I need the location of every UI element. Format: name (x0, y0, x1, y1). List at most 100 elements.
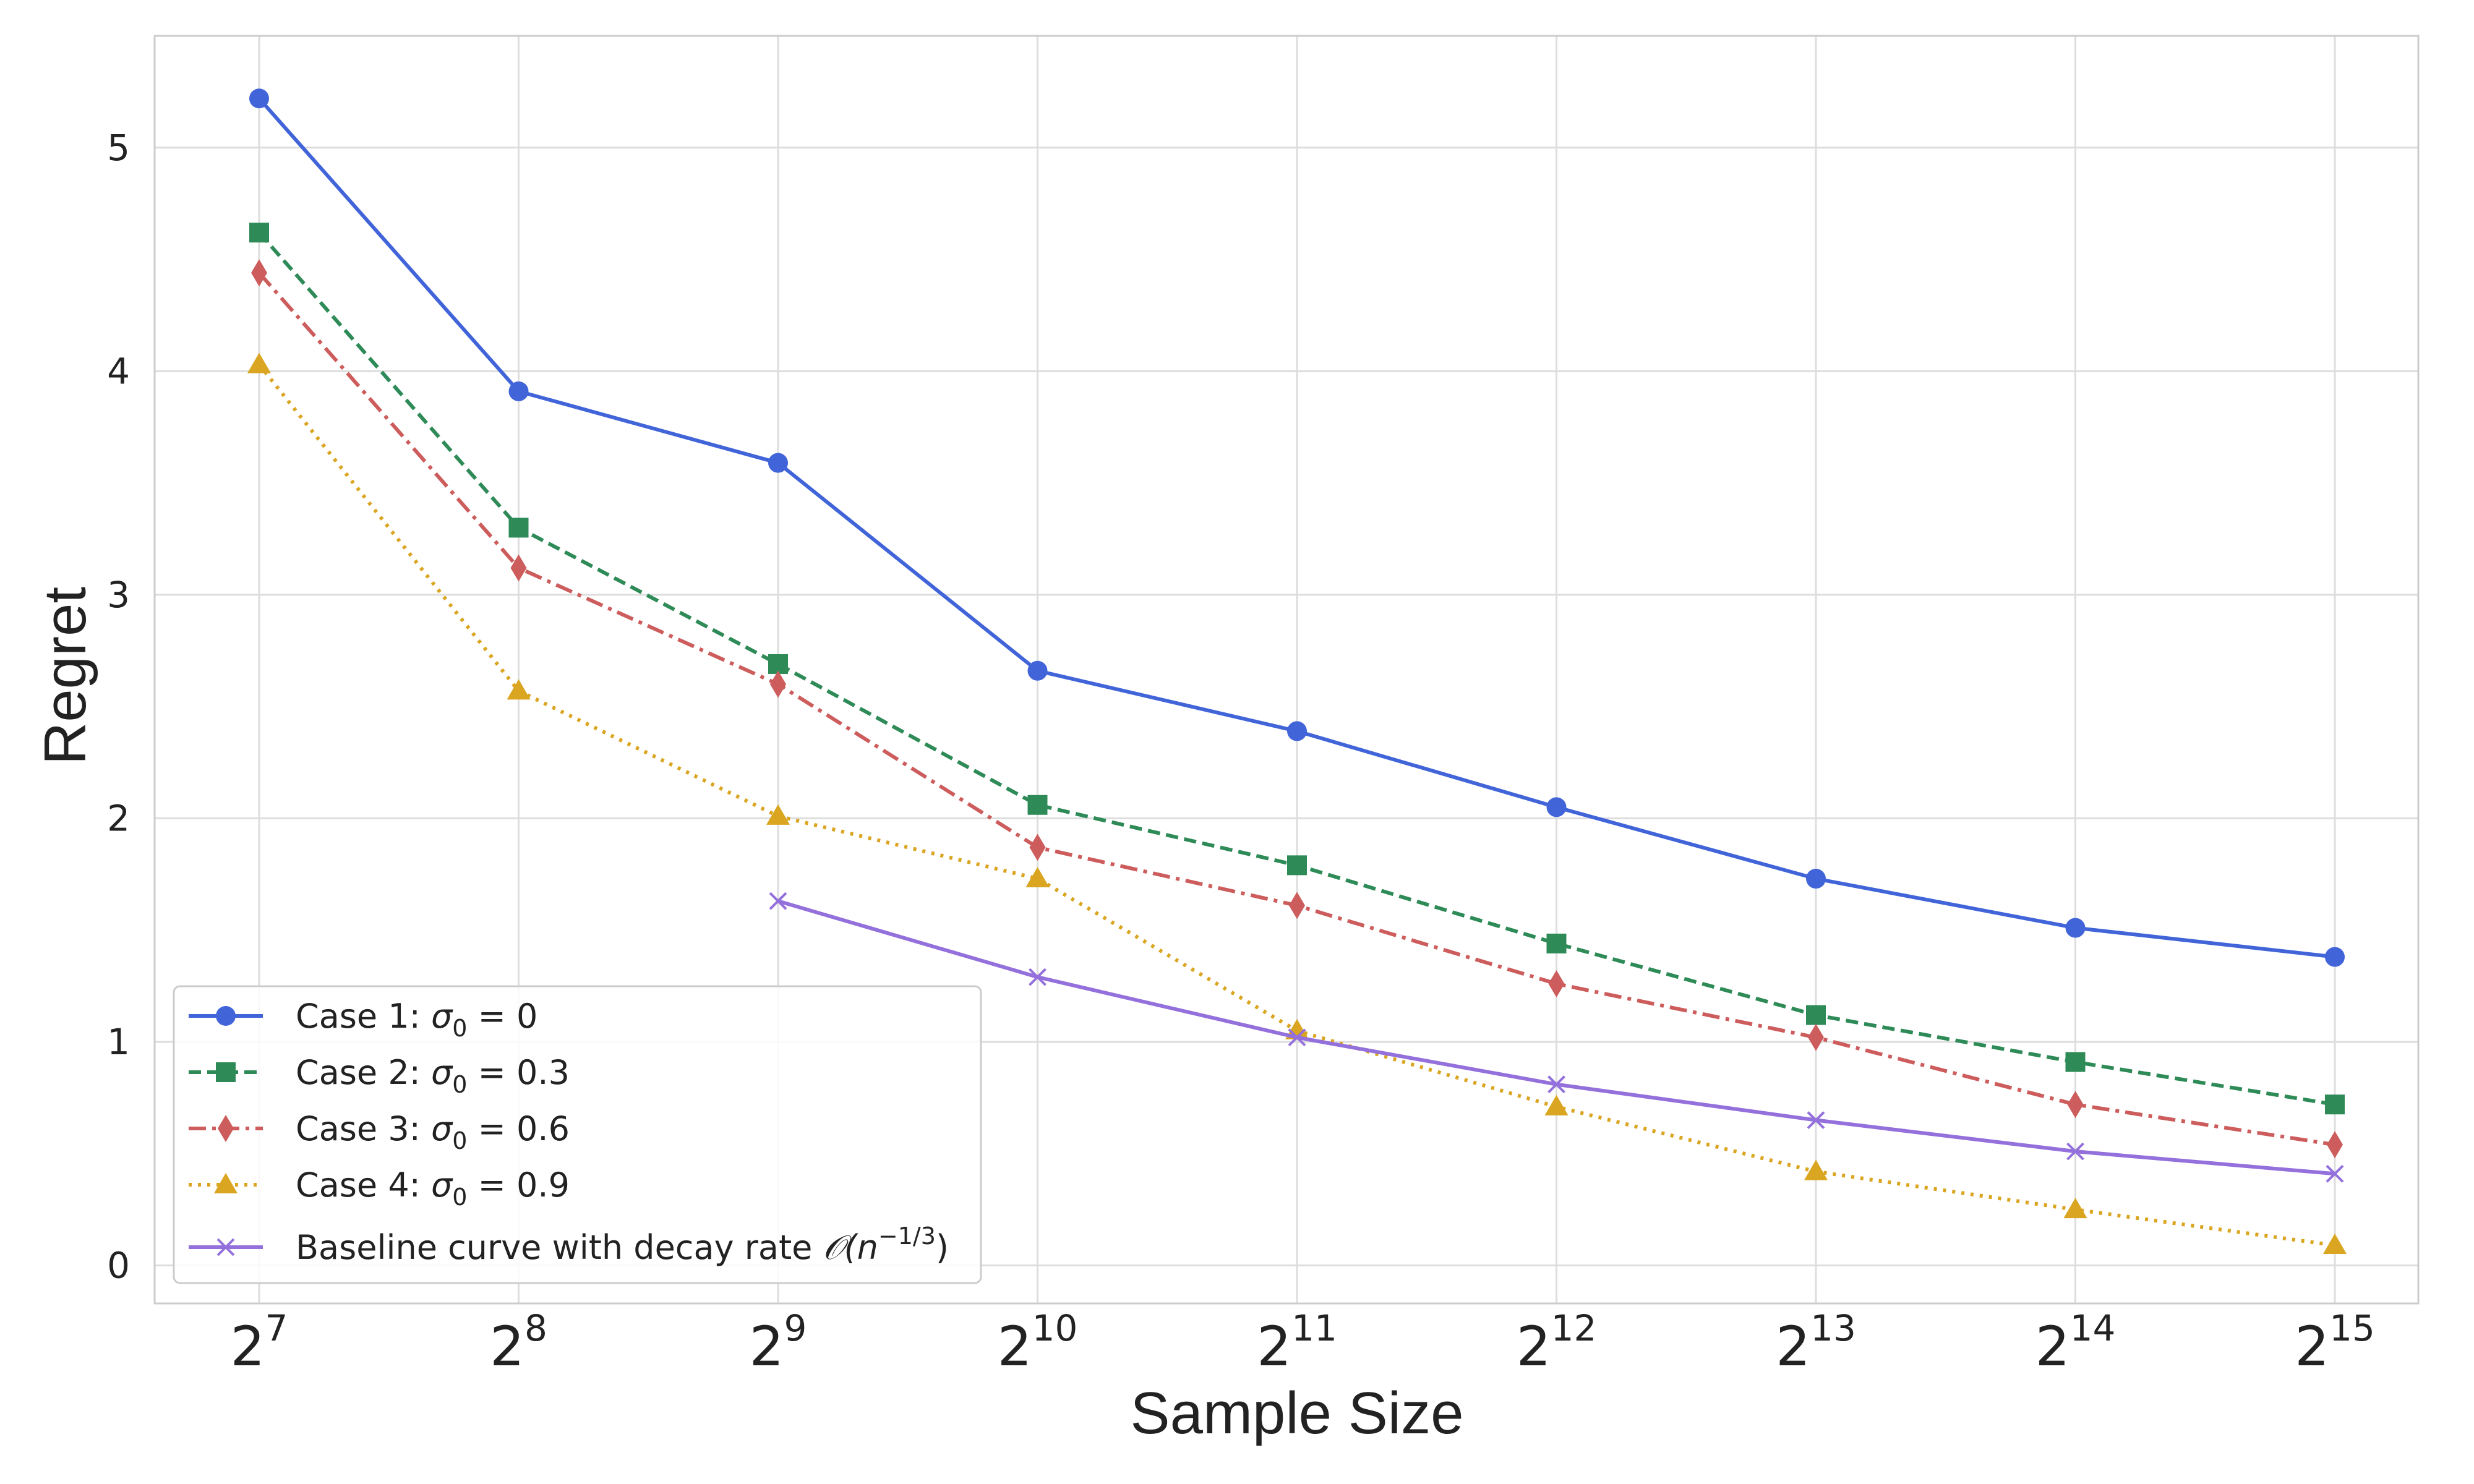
data-point (1806, 869, 1826, 889)
data-point (2065, 1052, 2086, 1072)
x-tick-label: 211 (1257, 1307, 1337, 1378)
y-tick-label: 0 (107, 1245, 130, 1287)
legend-marker (214, 1173, 238, 1193)
x-tick-label: 27 (231, 1307, 288, 1378)
y-tick-label: 2 (107, 797, 130, 839)
x-tick-base: 2 (1776, 1315, 1810, 1378)
data-point (247, 352, 271, 373)
data-point (768, 453, 788, 473)
data-point (2323, 1233, 2347, 1254)
data-point (251, 259, 267, 287)
data-point (766, 804, 790, 825)
x-tick-exponent: 7 (265, 1307, 288, 1349)
series-1 (249, 88, 2345, 967)
data-point (1808, 1023, 1824, 1051)
data-point (2325, 947, 2345, 967)
x-tick-base: 2 (490, 1315, 524, 1378)
x-tick-base: 2 (231, 1315, 265, 1378)
y-tick-label: 5 (107, 127, 130, 169)
data-point (508, 518, 529, 538)
legend-marker (216, 1062, 236, 1082)
x-tick-label: 212 (1517, 1307, 1597, 1378)
data-point (1289, 892, 1305, 919)
x-tick-exponent: 15 (2329, 1307, 2375, 1349)
data-point (1547, 1075, 1565, 1094)
data-point (1029, 968, 1047, 986)
data-point (1027, 795, 1048, 815)
x-tick-base: 2 (1517, 1315, 1551, 1378)
x-tick-label: 28 (490, 1307, 547, 1378)
data-point (249, 223, 269, 243)
series-layer (247, 88, 2347, 1254)
legend-label: Case 3: σ0 = 0.6 (296, 1109, 570, 1154)
data-point (1027, 660, 1048, 681)
x-tick-base: 2 (1257, 1315, 1291, 1378)
data-point (2066, 1142, 2084, 1161)
data-point (508, 381, 529, 401)
data-point (1806, 1005, 1826, 1025)
series-3 (251, 259, 2343, 1159)
legend-marker (216, 1238, 235, 1256)
series-2 (249, 223, 2345, 1115)
data-point (1544, 1094, 1569, 1115)
x-tick-base: 2 (2035, 1315, 2070, 1378)
data-point (510, 554, 527, 582)
x-tick-base: 2 (750, 1315, 784, 1378)
data-point (1287, 855, 1307, 876)
x-tick-base: 2 (998, 1315, 1032, 1378)
data-point (770, 670, 786, 698)
x-tick-label: 213 (1776, 1307, 1856, 1378)
legend-item-4: Case 4: σ0 = 0.9 (189, 1166, 570, 1211)
grid-lines (155, 36, 2418, 1303)
data-point (1804, 1159, 1828, 1180)
data-point (2327, 1131, 2343, 1159)
legend-item-3: Case 3: σ0 = 0.6 (189, 1109, 570, 1154)
x-tick-label: 29 (750, 1307, 807, 1378)
data-point (1029, 834, 1046, 861)
legend-item-2: Case 2: σ0 = 0.3 (189, 1053, 570, 1098)
x-tick-exponent: 10 (1032, 1307, 1078, 1349)
data-point (2067, 1091, 2084, 1119)
data-point (249, 88, 269, 109)
y-tick-label: 1 (107, 1021, 130, 1063)
x-tick-base: 2 (2295, 1315, 2329, 1378)
data-point (2065, 918, 2086, 938)
data-point (1807, 1111, 1825, 1129)
legend: Case 1: σ0 = 0 Case 2: σ0 = 0.3 Case 3: σ0… (173, 985, 982, 1284)
x-tick-exponent: 13 (1810, 1307, 1856, 1349)
data-point (1287, 721, 1307, 741)
x-tick-exponent: 11 (1291, 1307, 1337, 1349)
x-tick-label: 210 (998, 1307, 1078, 1378)
data-point (1546, 933, 1567, 953)
data-point (1548, 970, 1565, 997)
x-tick-exponent: 8 (524, 1307, 547, 1349)
legend-item-1: Case 1: σ0 = 0 (189, 997, 537, 1042)
y-tick-label: 4 (107, 350, 130, 392)
legend-marker (216, 1006, 236, 1026)
data-point (2326, 1164, 2344, 1183)
x-axis-title: Sample Size (1131, 1380, 1464, 1446)
series-5 (769, 892, 2344, 1183)
y-tick-label: 3 (107, 574, 130, 616)
data-point (1288, 1028, 1306, 1047)
legend-marker (218, 1115, 234, 1142)
x-tick-label: 215 (2295, 1307, 2375, 1378)
data-point (1025, 867, 1050, 888)
data-point (1546, 797, 1567, 817)
data-point (2325, 1094, 2345, 1115)
legend-label: Case 2: σ0 = 0.3 (296, 1053, 570, 1098)
x-tick-exponent: 9 (784, 1307, 807, 1349)
legend-box (173, 985, 982, 1284)
x-tick-label: 214 (2035, 1307, 2116, 1378)
data-point (2063, 1198, 2087, 1219)
x-tick-exponent: 14 (2070, 1307, 2116, 1349)
legend-label: Case 4: σ0 = 0.9 (296, 1166, 570, 1211)
legend-item-5: Baseline curve with decay rate 𝒪(n−1/3) (189, 1222, 949, 1267)
data-point (769, 892, 787, 910)
plot-area-frame (153, 35, 2420, 1305)
y-axis-title: Regret (32, 587, 98, 765)
x-tick-exponent: 12 (1551, 1307, 1597, 1349)
legend-label: Baseline curve with decay rate 𝒪(n−1/3) (296, 1222, 949, 1267)
data-point (507, 679, 531, 700)
